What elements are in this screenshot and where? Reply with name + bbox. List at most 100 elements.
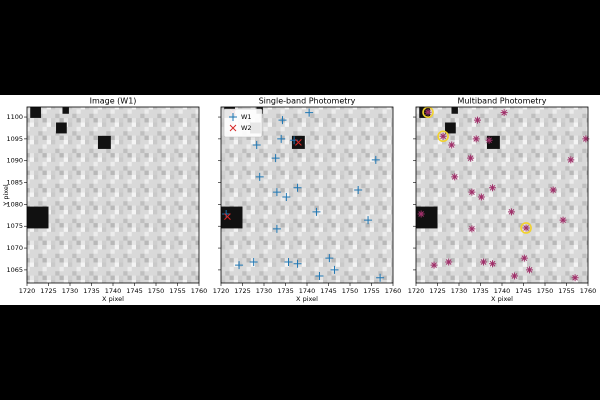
y-tick-label: 1080 — [6, 200, 23, 208]
marker — [284, 258, 293, 267]
x-tick-label: 1760 — [385, 287, 402, 295]
marker — [473, 116, 481, 124]
x-tick-label: 1735 — [83, 287, 100, 295]
source — [221, 206, 243, 229]
x-tick-label: 1720 — [213, 287, 230, 295]
x-axis-label: X pixel — [102, 295, 124, 303]
marker — [277, 134, 286, 143]
marker — [293, 183, 302, 192]
marker — [468, 225, 476, 233]
marker — [467, 154, 475, 162]
marker — [445, 258, 453, 266]
x-tick-label: 1760 — [191, 287, 208, 295]
source — [27, 206, 49, 229]
x-tick-label: 1725 — [429, 287, 446, 295]
source — [62, 107, 69, 114]
x-tick-label: 1730 — [451, 287, 468, 295]
y-tick-label: 1095 — [6, 135, 23, 143]
marker — [500, 109, 508, 117]
legend-label: W2 — [241, 124, 252, 132]
highlight-circle — [520, 222, 532, 234]
legend-marker — [229, 113, 237, 121]
marker — [549, 186, 557, 194]
marker — [439, 132, 447, 140]
source — [30, 107, 41, 118]
marker — [507, 208, 515, 216]
marker — [567, 156, 575, 164]
source — [451, 107, 458, 114]
x-tick-label: 1745 — [320, 287, 337, 295]
legend-marker — [229, 124, 237, 132]
marker — [485, 136, 493, 144]
x-tick-label: 1755 — [169, 287, 186, 295]
marker — [472, 135, 480, 143]
x-tick-label: 1730 — [62, 287, 79, 295]
x-tick-label: 1740 — [494, 287, 511, 295]
highlight-circle — [437, 130, 449, 143]
x-tick-label: 1755 — [558, 287, 575, 295]
axes-title: Single-band Photometry — [259, 97, 356, 106]
marker — [278, 116, 287, 125]
marker — [430, 261, 438, 269]
marker — [477, 193, 485, 201]
marker — [330, 265, 339, 274]
marker — [222, 209, 231, 218]
marker — [571, 274, 579, 282]
x-tick-label: 1760 — [580, 287, 597, 295]
x-axis-label: X pixel — [491, 295, 513, 303]
marker — [480, 258, 488, 266]
x-tick-label: 1750 — [342, 287, 359, 295]
marker — [522, 224, 530, 232]
marker — [520, 254, 528, 262]
legend-label: W1 — [241, 113, 252, 121]
marker — [305, 108, 314, 117]
x-tick-label: 1735 — [277, 287, 294, 295]
marker — [364, 216, 373, 225]
marker — [510, 272, 518, 280]
source — [56, 122, 67, 134]
x-tick-label: 1755 — [363, 287, 380, 295]
marker — [293, 259, 302, 268]
y-tick-label: 1100 — [6, 113, 23, 121]
marker — [582, 135, 590, 143]
marker — [224, 213, 231, 220]
x-tick-label: 1725 — [40, 287, 57, 295]
marker — [249, 258, 258, 267]
image-background — [416, 107, 588, 283]
x-tick-label: 1745 — [515, 287, 532, 295]
marker — [325, 254, 334, 263]
y-axis-label: Y pixel — [2, 184, 10, 207]
marker — [489, 184, 497, 192]
marker — [371, 155, 380, 164]
source — [445, 122, 456, 134]
x-tick-label: 1740 — [105, 287, 122, 295]
x-tick-label: 1750 — [148, 287, 165, 295]
marker — [417, 210, 425, 218]
marker — [489, 260, 497, 268]
marker — [312, 207, 321, 216]
marker — [272, 224, 281, 233]
x-tick-label: 1735 — [472, 287, 489, 295]
image-background — [27, 107, 199, 283]
x-tick-label: 1740 — [299, 287, 316, 295]
y-tick-label: 1065 — [6, 266, 23, 274]
marker — [315, 272, 324, 281]
marker — [451, 173, 459, 181]
y-tick-label: 1075 — [6, 222, 23, 230]
marker — [252, 140, 261, 149]
marker — [526, 266, 534, 274]
marker — [235, 261, 244, 270]
marker — [354, 185, 363, 194]
y-tick-label: 1070 — [6, 244, 23, 252]
x-tick-label: 1720 — [19, 287, 36, 295]
marker — [282, 192, 291, 201]
marker — [255, 172, 264, 181]
x-tick-label: 1725 — [234, 287, 251, 295]
marker — [295, 139, 302, 146]
marker — [559, 216, 567, 224]
marker — [448, 141, 456, 149]
y-tick-label: 1090 — [6, 157, 23, 165]
axes-title: Image (W1) — [90, 97, 137, 106]
